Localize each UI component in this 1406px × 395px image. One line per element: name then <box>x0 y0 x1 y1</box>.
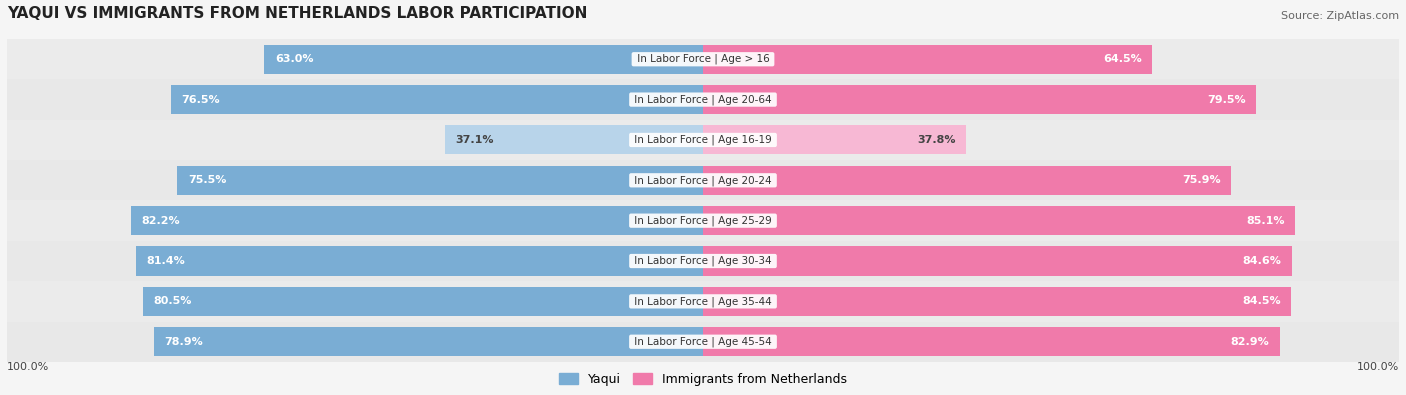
Text: 84.6%: 84.6% <box>1243 256 1281 266</box>
Bar <box>703 126 966 154</box>
Text: 78.9%: 78.9% <box>165 337 202 347</box>
Bar <box>703 45 1152 74</box>
Text: Source: ZipAtlas.com: Source: ZipAtlas.com <box>1281 11 1399 21</box>
Bar <box>703 327 1279 356</box>
Text: 82.9%: 82.9% <box>1230 337 1270 347</box>
Bar <box>177 166 703 195</box>
Text: In Labor Force | Age 45-54: In Labor Force | Age 45-54 <box>631 337 775 347</box>
Text: 79.5%: 79.5% <box>1208 94 1246 105</box>
Text: In Labor Force | Age 35-44: In Labor Force | Age 35-44 <box>631 296 775 307</box>
Bar <box>153 327 703 356</box>
Text: In Labor Force | Age 20-64: In Labor Force | Age 20-64 <box>631 94 775 105</box>
Text: 81.4%: 81.4% <box>146 256 186 266</box>
Bar <box>703 166 1232 195</box>
Bar <box>703 246 1292 276</box>
Bar <box>703 85 1257 114</box>
Text: In Labor Force | Age 25-29: In Labor Force | Age 25-29 <box>631 215 775 226</box>
Text: In Labor Force | Age > 16: In Labor Force | Age > 16 <box>634 54 772 64</box>
Text: 63.0%: 63.0% <box>276 54 314 64</box>
Text: 75.9%: 75.9% <box>1182 175 1220 185</box>
Legend: Yaqui, Immigrants from Netherlands: Yaqui, Immigrants from Netherlands <box>554 368 852 391</box>
Bar <box>7 79 1399 120</box>
Text: 37.8%: 37.8% <box>917 135 956 145</box>
Bar <box>264 45 703 74</box>
Bar <box>136 246 703 276</box>
Bar <box>7 39 1399 79</box>
Bar <box>444 126 703 154</box>
Text: In Labor Force | Age 30-34: In Labor Force | Age 30-34 <box>631 256 775 266</box>
Bar <box>131 206 703 235</box>
Text: 85.1%: 85.1% <box>1246 216 1285 226</box>
Bar <box>703 206 1295 235</box>
Text: 100.0%: 100.0% <box>7 362 49 372</box>
Text: In Labor Force | Age 16-19: In Labor Force | Age 16-19 <box>631 135 775 145</box>
Bar <box>7 322 1399 362</box>
Bar <box>7 241 1399 281</box>
Bar <box>703 287 1291 316</box>
Text: 64.5%: 64.5% <box>1102 54 1142 64</box>
Text: 76.5%: 76.5% <box>181 94 219 105</box>
Bar <box>170 85 703 114</box>
Text: 84.5%: 84.5% <box>1241 296 1281 307</box>
Text: In Labor Force | Age 20-24: In Labor Force | Age 20-24 <box>631 175 775 186</box>
Text: 75.5%: 75.5% <box>188 175 226 185</box>
Bar <box>142 287 703 316</box>
Text: YAQUI VS IMMIGRANTS FROM NETHERLANDS LABOR PARTICIPATION: YAQUI VS IMMIGRANTS FROM NETHERLANDS LAB… <box>7 6 588 21</box>
Bar <box>7 281 1399 322</box>
Text: 37.1%: 37.1% <box>456 135 494 145</box>
Text: 80.5%: 80.5% <box>153 296 191 307</box>
Text: 100.0%: 100.0% <box>1357 362 1399 372</box>
Bar <box>7 201 1399 241</box>
Text: 82.2%: 82.2% <box>141 216 180 226</box>
Bar <box>7 160 1399 201</box>
Bar <box>7 120 1399 160</box>
